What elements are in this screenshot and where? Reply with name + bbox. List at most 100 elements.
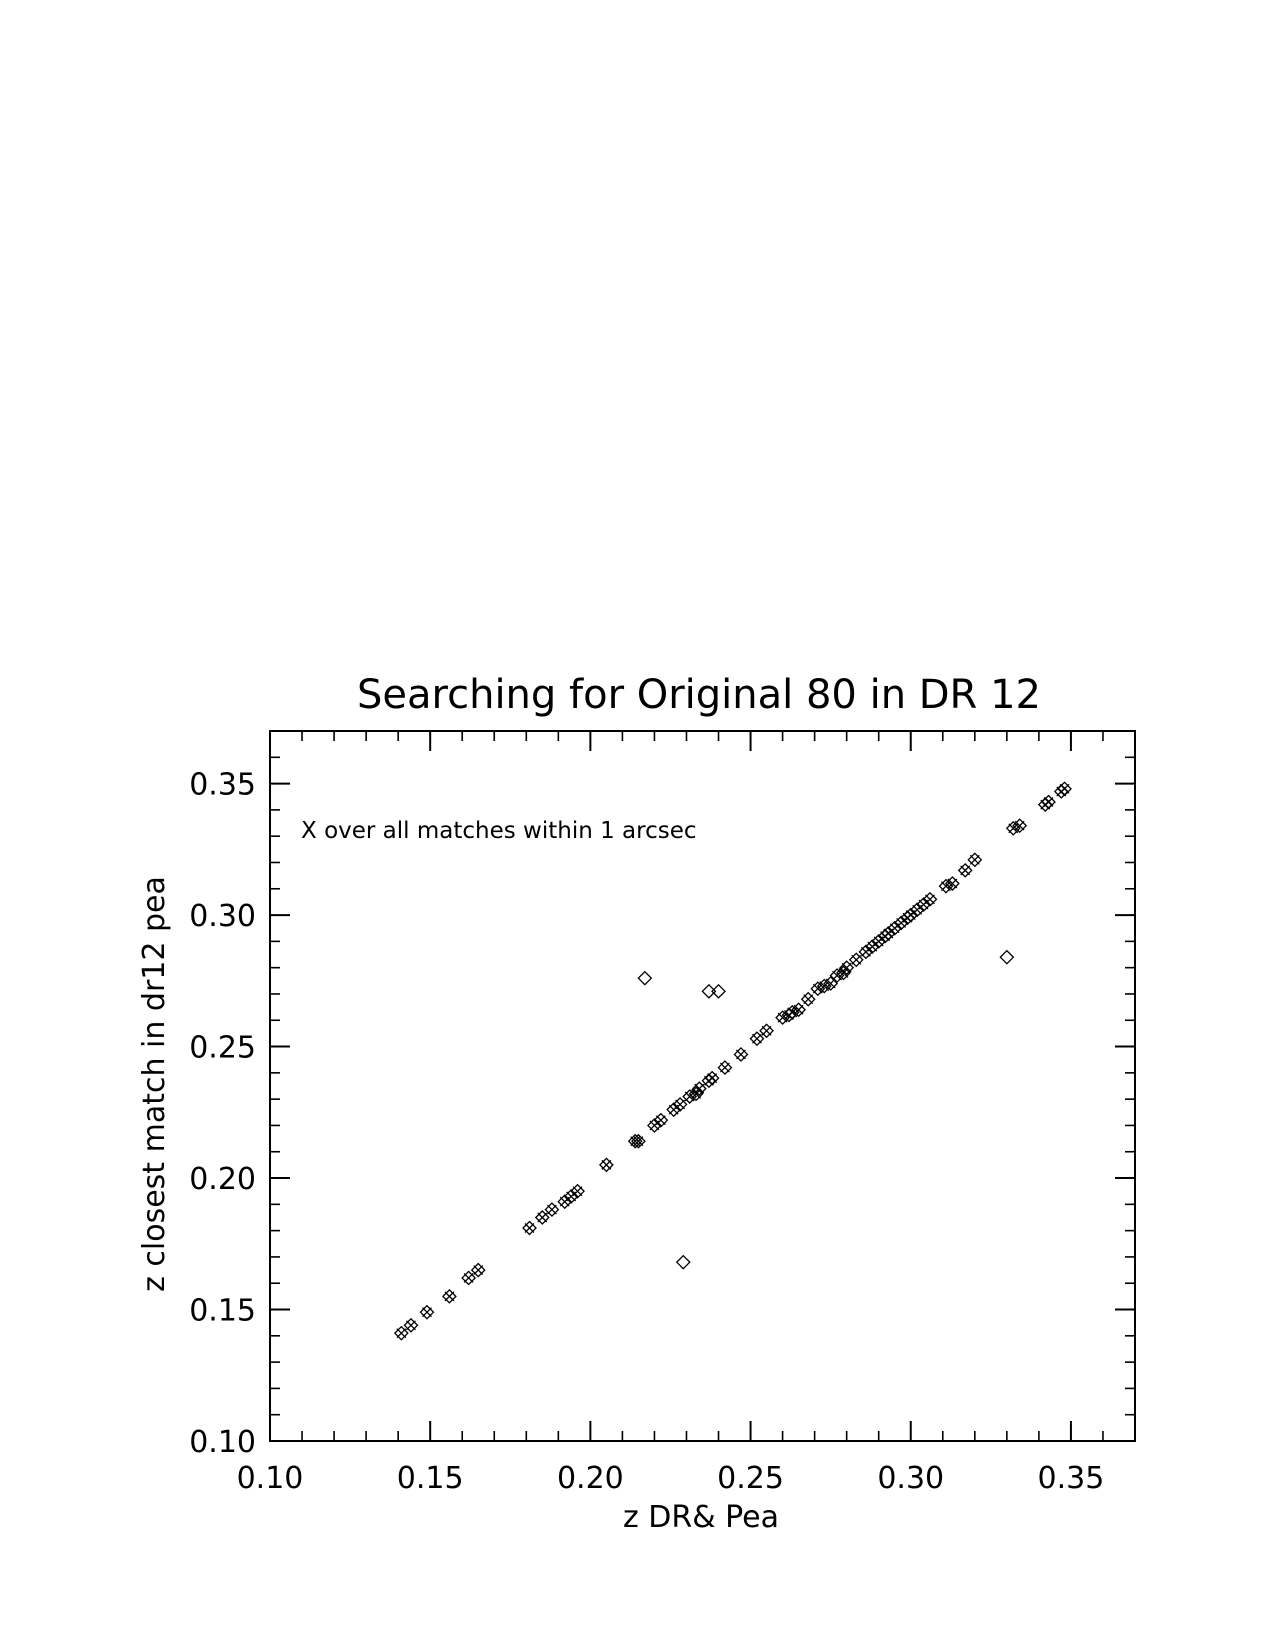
x-point — [941, 881, 951, 892]
x-point — [684, 1091, 695, 1102]
diamond-point — [675, 1254, 691, 1270]
diamond-point — [711, 983, 726, 999]
x-axis-label: z DR& Pea — [623, 1500, 779, 1535]
diamond-point — [563, 1189, 579, 1204]
x-point — [851, 954, 862, 965]
diamond-point — [791, 1002, 807, 1018]
x-point — [707, 1073, 718, 1084]
x-point — [832, 970, 843, 981]
x-point — [601, 1159, 612, 1170]
x-point — [889, 923, 900, 934]
diamond-point — [403, 1317, 419, 1333]
x-tick-label: 0.15 — [397, 1461, 464, 1496]
diamond-point — [688, 1086, 704, 1102]
y-tick-label: 0.20 — [189, 1162, 256, 1197]
chart-annotation: X over all matches within 1 arcsec — [301, 818, 697, 844]
x-point — [719, 1062, 730, 1073]
x-point — [825, 978, 836, 989]
x-point — [777, 1012, 788, 1023]
x-point — [655, 1115, 666, 1126]
x-point — [668, 1104, 679, 1115]
x-axis-tick-labels: 0.10 0.15 0.20 0.25 0.30 0.35 — [237, 1461, 1105, 1496]
diamond-point — [627, 1133, 643, 1149]
diamond-point — [393, 1325, 409, 1341]
x-point — [752, 1033, 762, 1044]
diamond-point — [717, 1060, 733, 1076]
x-point — [925, 894, 935, 905]
plot-frame — [269, 730, 1136, 1442]
x-axis-ticks — [269, 731, 1136, 1441]
x-point — [860, 946, 871, 957]
x-point — [841, 962, 852, 973]
x-tick-label: 0.25 — [717, 1461, 784, 1496]
diamond-point — [544, 1202, 560, 1218]
diamond-point — [637, 970, 653, 986]
diamond-point — [672, 1096, 688, 1112]
diamond-point — [682, 1089, 698, 1104]
diamond-point — [938, 878, 954, 894]
y-tick-label: 0.35 — [189, 768, 256, 803]
x-point — [649, 1120, 660, 1131]
x-point — [812, 983, 823, 994]
x-point — [566, 1191, 577, 1202]
diamond-point — [1012, 818, 1028, 834]
x-point — [793, 1004, 804, 1015]
diamond-point — [759, 1023, 774, 1039]
x-point — [838, 967, 849, 978]
x-point — [787, 1007, 798, 1018]
diamond-point — [887, 920, 903, 936]
y-tick-label: 0.25 — [189, 1031, 256, 1066]
x-point — [524, 1223, 535, 1233]
diamond-point — [441, 1288, 457, 1304]
diamond-point — [733, 1047, 749, 1062]
diamond-point — [800, 991, 816, 1007]
diamond-point — [893, 915, 909, 931]
diamond-point — [916, 897, 931, 912]
x-tick-label: 0.30 — [877, 1461, 944, 1496]
diamond-point — [848, 952, 864, 968]
x-point — [463, 1273, 474, 1283]
diamond-point — [534, 1210, 550, 1225]
diamond-point — [816, 978, 832, 994]
diamond-point — [999, 949, 1015, 965]
x-point — [1043, 797, 1054, 807]
x-marker-series — [396, 783, 1070, 1339]
x-point — [873, 936, 884, 947]
y-tick-label: 0.15 — [189, 1294, 256, 1329]
x-point — [691, 1088, 702, 1099]
diamond-point — [957, 862, 973, 878]
y-axis-tick-labels: 0.10 0.15 0.20 0.25 0.30 0.35 — [189, 768, 256, 1460]
diamond-point — [967, 852, 983, 868]
x-point — [969, 854, 980, 865]
diamond-point — [775, 1010, 791, 1026]
x-point — [735, 1049, 746, 1060]
y-axis-ticks — [270, 730, 1135, 1442]
diamond-point — [598, 1157, 614, 1173]
diamond-point — [666, 1102, 682, 1118]
x-tick-label: 0.20 — [557, 1461, 624, 1496]
x-point — [1059, 783, 1070, 794]
diamond-point — [691, 1081, 707, 1097]
diamond-point — [557, 1194, 573, 1210]
diamond-point — [631, 1133, 646, 1149]
diamond-point — [810, 981, 826, 997]
diamond-point — [522, 1220, 537, 1236]
x-point — [1008, 823, 1019, 834]
diamond-point — [829, 968, 845, 983]
chart-title: Searching for Original 80 in DR 12 — [357, 672, 1041, 718]
x-point — [422, 1307, 432, 1318]
x-point — [572, 1186, 583, 1197]
diamond-point — [836, 965, 851, 981]
diamond-point — [909, 902, 925, 918]
x-point — [546, 1204, 557, 1215]
diamond-point — [419, 1304, 435, 1320]
x-point — [406, 1320, 416, 1331]
diamond-point — [461, 1270, 477, 1286]
diamond-point — [647, 1118, 662, 1133]
x-tick-label: 0.10 — [237, 1461, 304, 1496]
diamond-point — [864, 939, 880, 955]
x-point — [918, 899, 929, 910]
x-point — [633, 1136, 644, 1147]
x-point — [1014, 820, 1025, 831]
x-point — [947, 878, 958, 889]
